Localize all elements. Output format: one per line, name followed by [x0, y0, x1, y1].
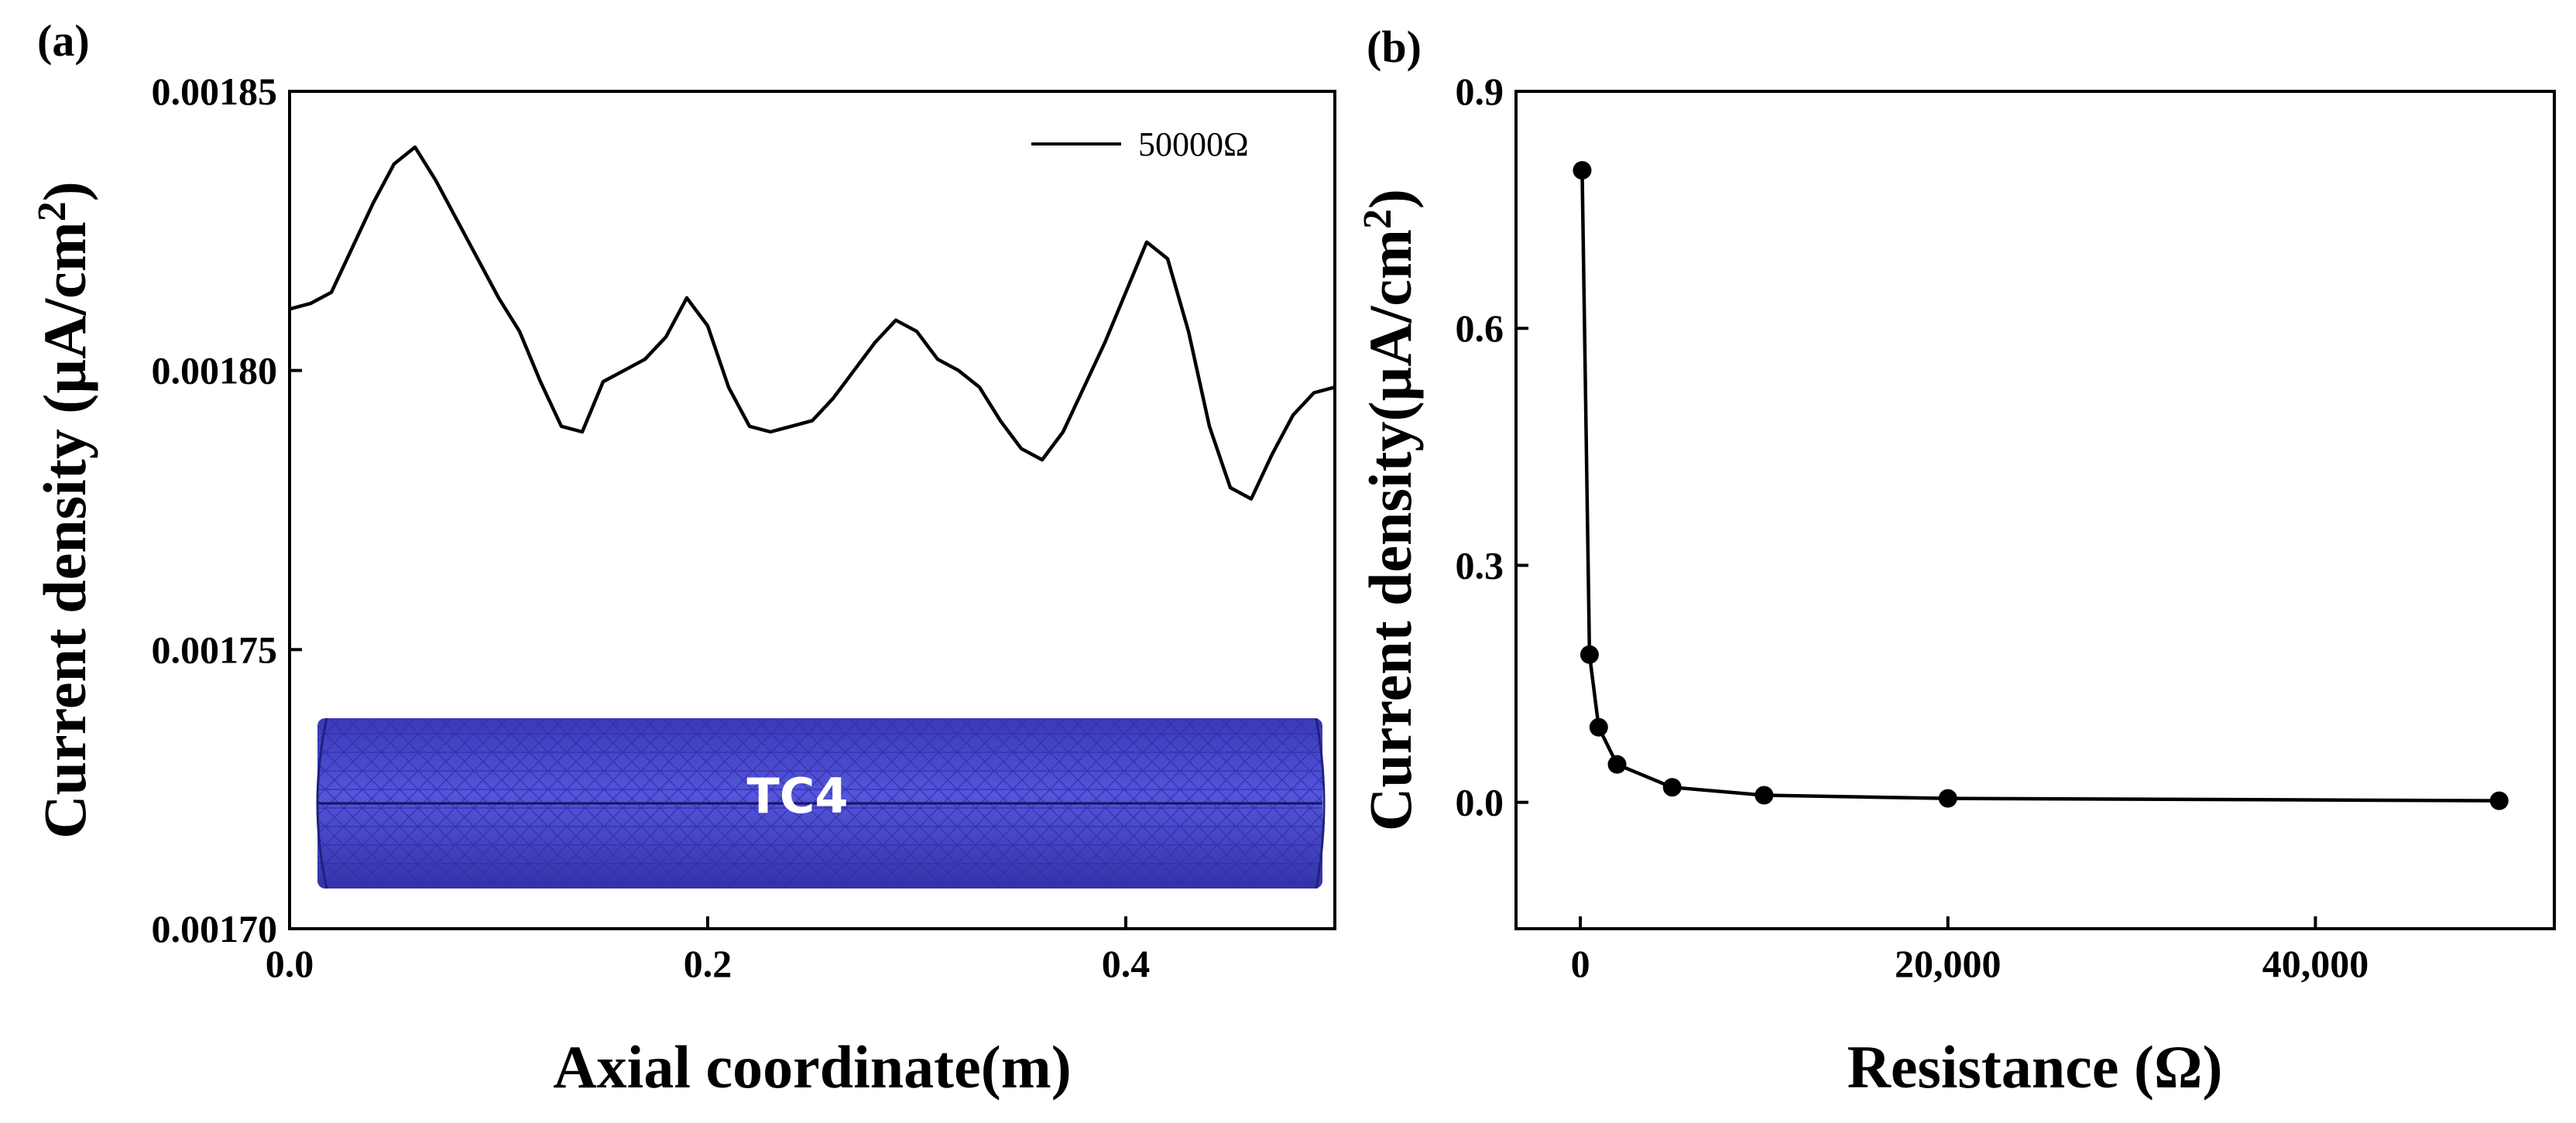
y-axis-title-b-unit: µA/cm: [1357, 229, 1424, 402]
plot-frame-b: [1514, 90, 2556, 930]
data-point-b: [1580, 645, 1599, 664]
y-tick-label-b: 0.3: [1456, 543, 1504, 587]
data-point-b: [1754, 786, 1774, 805]
x-tick-label-a: 0.2: [684, 942, 732, 985]
panel-a-label: (a): [37, 15, 90, 66]
y-axis-title-b: Current density(µA/cm2): [1356, 189, 1424, 831]
y-tick-label-a: 0.00170: [152, 907, 278, 950]
y-axis-title-a-prefix: Current density (: [31, 394, 98, 839]
panel-b: (b) 0 20,000 40,000 0.0 0.3 0.6 0.9 Resistance…: [1356, 22, 2556, 1101]
plot-frame-a: [288, 90, 1336, 930]
x-tick-label-b: 20,000: [1895, 942, 2001, 985]
x-axis-title-b: Resistance (Ω): [1847, 1033, 2223, 1101]
data-point-b: [1573, 161, 1592, 180]
y-tick-label-a: 0.00175: [152, 628, 278, 671]
y-tick-label-b: 0.0: [1456, 781, 1504, 824]
y-tick-label-a: 0.00180: [152, 349, 278, 392]
legend-a: 50000Ω: [1031, 125, 1249, 163]
x-tick-label-b: 40,000: [2262, 942, 2369, 985]
y-tick-label-a: 0.00185: [152, 70, 278, 113]
y-axis-title-a-suffix: ): [31, 181, 98, 201]
y-axis-title-b-exp: 2: [1356, 209, 1400, 229]
series-line-a: [289, 145, 1336, 501]
x-tick-label-a: 0.0: [266, 942, 314, 985]
y-axis-title-a-unit: µA/cm: [31, 221, 98, 394]
x-axis-title-a: Axial coordinate(m): [553, 1033, 1071, 1101]
panel-b-label: (b): [1367, 22, 1422, 72]
data-point-b: [1662, 778, 1682, 797]
x-tick-label-a: 0.4: [1102, 942, 1151, 985]
x-tick-label-b: 0: [1571, 942, 1590, 985]
series-line-b: [1580, 170, 2499, 803]
data-point-b: [2489, 791, 2509, 810]
y-tick-label-b: 0.6: [1456, 306, 1504, 350]
data-point-b: [1938, 789, 1957, 808]
series-b: [1573, 161, 2509, 810]
axis-ticks-a: 0.0 0.2 0.4 0.00170 0.00175 0.00180 0.00185: [152, 70, 1151, 985]
axis-ticks-b: 0 20,000 40,000 0.0 0.3 0.6 0.9: [1456, 70, 2369, 985]
cylinder-right-end: [1315, 717, 1326, 889]
data-point-b: [1589, 717, 1608, 737]
y-axis-title-a-exp: 2: [30, 201, 74, 221]
legend-label-50000ohm: 50000Ω: [1138, 125, 1249, 163]
inset-label-tc4: TC4: [747, 768, 849, 824]
data-point-b: [1607, 755, 1627, 774]
cylinder-left-end: [316, 717, 328, 889]
y-axis-title-b-prefix: Current density(: [1357, 402, 1424, 831]
y-axis-title-b-suffix: ): [1357, 189, 1424, 209]
y-tick-label-b: 0.9: [1456, 70, 1504, 113]
series-a: [289, 145, 1336, 501]
y-axis-title-a: Current density (µA/cm2): [30, 181, 98, 838]
tc4-cylinder-inset: TC4: [316, 717, 1326, 889]
